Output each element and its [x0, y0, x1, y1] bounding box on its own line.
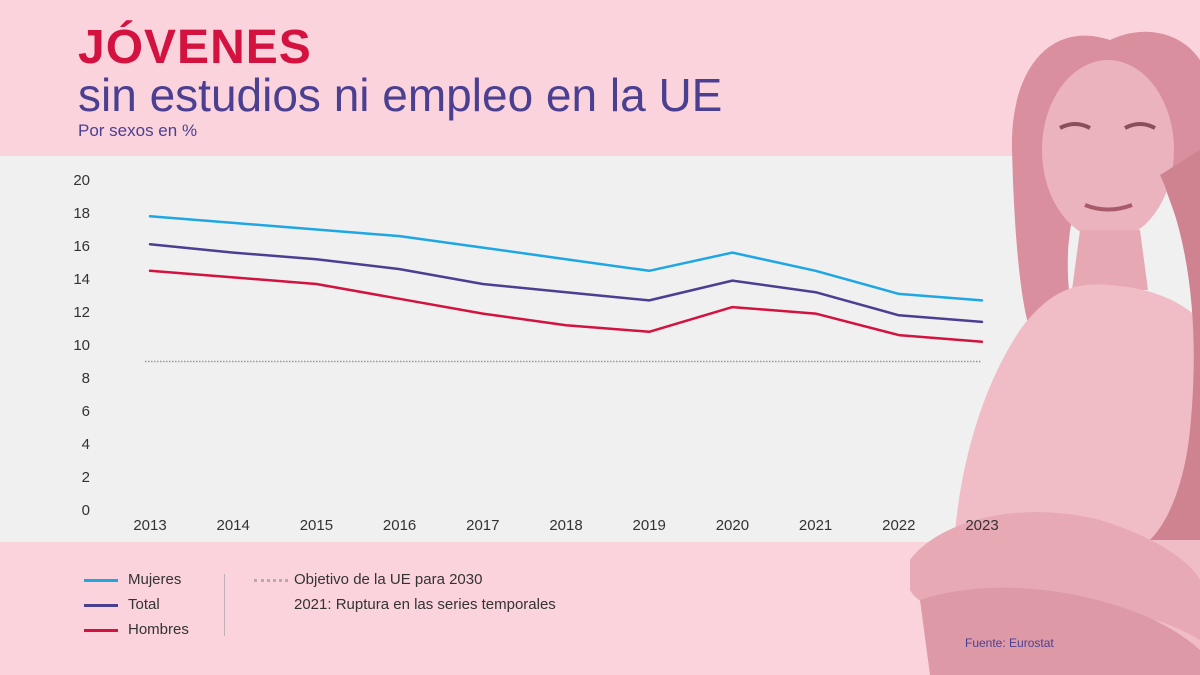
- legend-label-mujeres: Mujeres: [128, 571, 182, 588]
- y-tick-label: 12: [73, 304, 90, 321]
- title-secondary: sin estudios ni empleo en la UE: [78, 69, 723, 121]
- y-tick-label: 18: [73, 205, 90, 222]
- legend-note-text: 2021: Ruptura en las series temporales: [294, 596, 556, 613]
- legend-swatch-hombres: [84, 628, 118, 632]
- x-tick-label: 2020: [716, 517, 749, 534]
- legend-item-mujeres: Mujeres: [84, 568, 181, 592]
- series-line-hombres: [148, 269, 984, 343]
- x-tick-label: 2015: [300, 517, 333, 534]
- y-tick-label: 8: [82, 370, 90, 387]
- x-tick-label: 2018: [549, 517, 582, 534]
- legend-item-hombres: Hombres: [84, 618, 189, 642]
- legend-note: 2021: Ruptura en las series temporales: [294, 593, 556, 617]
- y-tick-label: 20: [73, 172, 90, 189]
- y-tick-label: 0: [82, 502, 90, 519]
- legend-divider: [224, 574, 225, 636]
- y-tick-label: 6: [82, 403, 90, 420]
- legend-item-total: Total: [84, 593, 160, 617]
- x-tick-label: 2019: [633, 517, 666, 534]
- y-tick-label: 2: [82, 469, 90, 486]
- legend-label-total: Total: [128, 596, 160, 613]
- x-tick-label: 2022: [882, 517, 915, 534]
- legend-swatch-target: [254, 578, 288, 582]
- x-tick-label: 2021: [799, 517, 832, 534]
- y-tick-label: 14: [73, 271, 90, 288]
- legend-swatch-mujeres: [84, 578, 118, 582]
- title-main: JÓVENES: [78, 21, 312, 74]
- legend-label-target: Objetivo de la UE para 2030: [294, 571, 483, 588]
- subtitle: Por sexos en %: [78, 121, 198, 140]
- series-line-total: [148, 243, 984, 324]
- x-tick-label: 2013: [133, 517, 166, 534]
- x-tick-label: 2014: [217, 517, 250, 534]
- x-tick-label: 2017: [466, 517, 499, 534]
- legend-item-target: Objetivo de la UE para 2030: [254, 568, 482, 592]
- x-tick-label: 2023: [965, 517, 998, 534]
- x-tick-label: 2016: [383, 517, 416, 534]
- y-tick-label: 10: [73, 337, 90, 354]
- legend-swatch-total: [84, 603, 118, 607]
- source-credit: Fuente: Eurostat: [965, 636, 1054, 650]
- woman-portrait-image: [910, 31, 1200, 675]
- series-line-mujeres: [148, 215, 984, 302]
- legend: Mujeres Total Hombres Objetivo de la UE …: [84, 568, 784, 658]
- y-tick-label: 16: [73, 238, 90, 255]
- legend-label-hombres: Hombres: [128, 621, 189, 638]
- y-tick-label: 4: [82, 436, 90, 453]
